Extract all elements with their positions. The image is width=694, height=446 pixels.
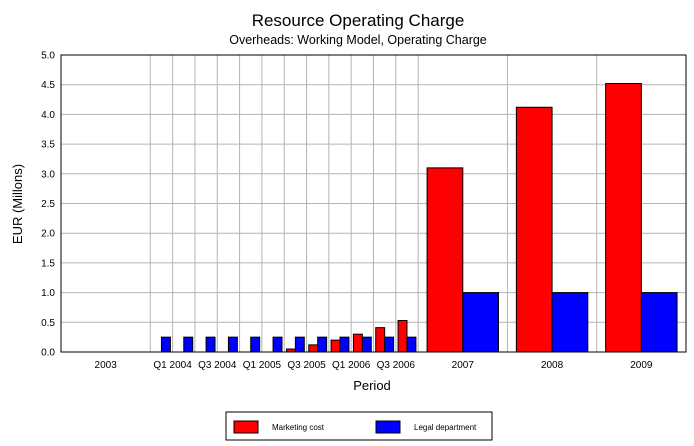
x-tick-label: Q3 2004 — [198, 360, 237, 371]
x-tick-label: 2008 — [541, 360, 564, 371]
legend-label-legal-department: Legal department — [414, 423, 477, 432]
y-tick-label: 4.5 — [41, 80, 55, 91]
legend-label-marketing-cost: Marketing cost — [272, 423, 325, 432]
y-tick-label: 0.5 — [41, 318, 55, 329]
bar-legal-department — [294, 336, 305, 353]
x-tick-label: Q3 2006 — [377, 360, 416, 371]
bar-legal-department — [384, 336, 395, 353]
bar-legal-department — [227, 336, 238, 353]
chart-title: Resource Operating Charge — [252, 11, 465, 30]
plot-area-border — [60, 54, 687, 353]
legend-swatch-legal-department — [375, 420, 401, 434]
y-tick-label: 5.0 — [41, 51, 55, 62]
bar-marketing-cost — [426, 167, 464, 353]
y-tick-label: 0.0 — [41, 348, 55, 359]
bar-legal-department — [250, 336, 261, 353]
legend: Marketing cost Legal department — [225, 411, 493, 441]
bar-legal-department — [272, 336, 283, 353]
x-tick-label: Q1 2005 — [243, 360, 282, 371]
bar-marketing-cost — [397, 320, 408, 353]
axes — [60, 54, 687, 353]
bar-legal-department — [406, 336, 417, 353]
bar-legal-department — [160, 336, 171, 353]
chart-subtitle: Overheads: Working Model, Operating Char… — [229, 33, 487, 47]
bars — [160, 83, 678, 353]
bar-legal-department — [551, 292, 589, 353]
y-axis-title: EUR (Millons) — [10, 164, 25, 244]
y-tick-label: 4.0 — [41, 110, 55, 121]
x-tick-labels: 2003 Q1 2004 Q3 2004 Q1 2005 Q3 2005 Q1 2006 Q… — [95, 360, 653, 371]
y-tick-label: 3.5 — [41, 140, 55, 151]
bar-marketing-cost — [308, 344, 319, 353]
y-tick-label: 2.0 — [41, 229, 55, 240]
bar-legal-department — [317, 336, 328, 353]
x-tick-label: 2009 — [630, 360, 653, 371]
bar-legal-department — [339, 336, 350, 353]
y-tick-label: 1.0 — [41, 288, 55, 299]
y-tick-label: 1.5 — [41, 258, 55, 269]
bar-marketing-cost — [515, 106, 553, 353]
y-tick-label: 3.0 — [41, 169, 55, 180]
bar-legal-department — [361, 336, 372, 353]
grid — [61, 54, 686, 353]
x-tick-label: Q3 2005 — [287, 360, 326, 371]
bar-legal-department — [462, 292, 499, 353]
x-tick-label: 2007 — [452, 360, 475, 371]
bar-marketing-cost — [330, 339, 341, 353]
bar-marketing-cost — [375, 327, 386, 353]
legend-swatch-marketing-cost — [233, 420, 259, 434]
bar-legal-department — [640, 292, 678, 353]
x-tick-label: Q1 2004 — [153, 360, 192, 371]
bar-legal-department — [205, 336, 216, 353]
bar-marketing-cost — [352, 333, 363, 353]
y-tick-labels: 0.0 0.5 1.0 1.5 2.0 2.5 3.0 3.5 4.0 4.5 5.0 — [41, 51, 55, 359]
x-tick-label: 2003 — [95, 360, 118, 371]
bar-marketing-cost — [605, 83, 642, 353]
x-tick-label: Q1 2006 — [332, 360, 371, 371]
legend-box — [225, 411, 493, 441]
bar-legal-department — [183, 336, 194, 353]
x-axis-title: Period — [353, 378, 391, 393]
y-tick-label: 2.5 — [41, 199, 55, 210]
